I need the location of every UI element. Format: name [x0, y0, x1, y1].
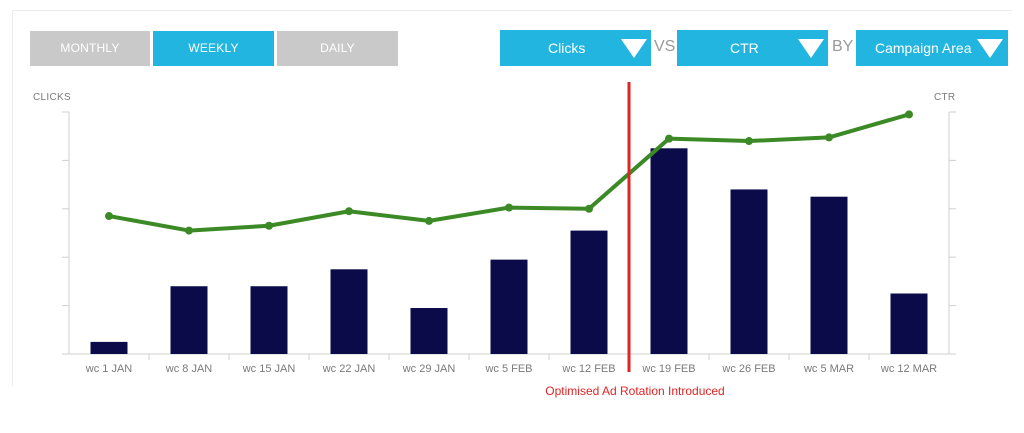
bar — [410, 308, 448, 354]
ctr-line — [108, 112, 910, 233]
annotation-label: Optimised Ad Rotation Introduced — [545, 384, 725, 398]
ctr-point — [185, 226, 193, 235]
bar — [90, 341, 128, 354]
x-tick-label: wc 15 JAN — [242, 363, 296, 375]
ctr-point — [825, 133, 833, 142]
x-tick-label: wc 19 FEB — [641, 363, 695, 375]
bar — [170, 286, 208, 354]
chevron-down-icon — [621, 39, 647, 58]
bar — [330, 269, 368, 354]
bar — [890, 293, 928, 354]
ctr-point — [745, 137, 753, 146]
bar — [570, 230, 608, 354]
bar — [490, 259, 528, 354]
bar — [810, 196, 848, 354]
metric2-dropdown[interactable]: CTR — [677, 30, 828, 66]
vs-label: VS — [654, 38, 676, 55]
metric1-dropdown[interactable]: Clicks — [500, 30, 651, 66]
x-tick-label: wc 12 FEB — [561, 363, 615, 375]
chevron-down-icon — [798, 39, 824, 58]
by-label: BY — [832, 38, 854, 55]
x-tick-label: wc 8 JAN — [165, 363, 213, 375]
ctr-point — [425, 216, 433, 225]
dimension-label: Campaign Area — [875, 40, 972, 56]
bar — [730, 189, 768, 354]
tab-weekly[interactable]: WEEKLY — [153, 31, 274, 66]
metric2-label: CTR — [730, 40, 759, 56]
dimension-dropdown[interactable]: Campaign Area — [856, 30, 1008, 66]
ctr-point — [585, 204, 593, 213]
bar — [250, 286, 288, 354]
x-tick-label: wc 5 MAR — [803, 363, 854, 375]
x-tick-label: wc 22 JAN — [322, 363, 376, 375]
metric1-label: Clicks — [548, 40, 586, 56]
x-tick-label: wc 1 JAN — [85, 363, 133, 375]
ctr-point — [345, 207, 353, 216]
y-axis-title: CLICKS — [33, 92, 71, 103]
x-tick-label: wc 5 FEB — [484, 363, 532, 375]
x-tick-label: wc 29 JAN — [402, 363, 456, 375]
chevron-down-icon — [977, 39, 1003, 58]
ctr-point — [105, 212, 113, 221]
tab-monthly[interactable]: MONTHLY — [30, 31, 150, 66]
ctr-point — [665, 134, 673, 143]
x-tick-label: wc 26 FEB — [721, 363, 775, 375]
ctr-point — [505, 203, 513, 212]
x-tick-label: wc 12 MAR — [880, 363, 937, 375]
y2-axis-title: CTR — [934, 92, 956, 103]
chart-panel — [12, 10, 1012, 386]
ctr-point — [905, 110, 913, 119]
tab-daily[interactable]: DAILY — [277, 31, 398, 66]
ctr-point — [265, 221, 273, 230]
bar — [650, 148, 688, 354]
